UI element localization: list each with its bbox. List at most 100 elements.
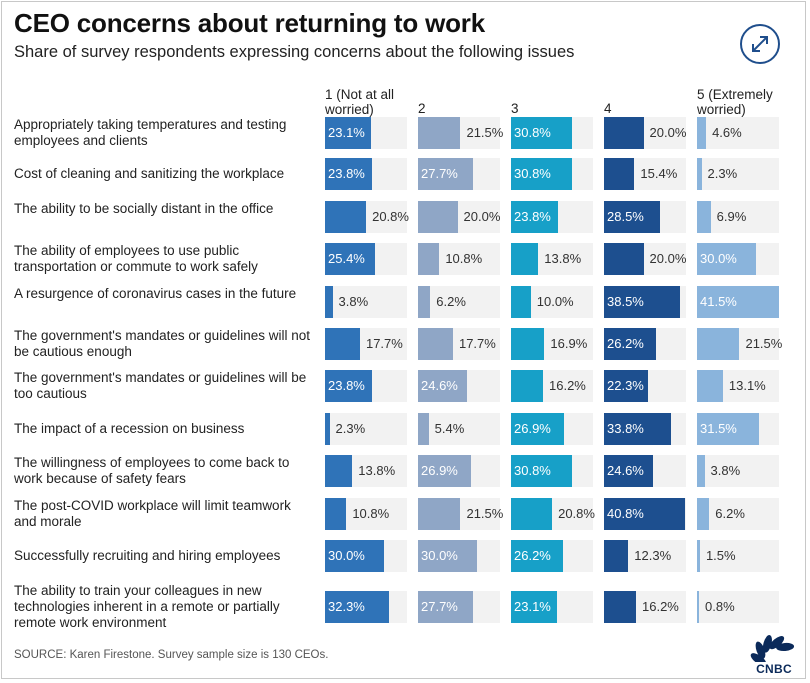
column-header: 5 (Extremely worried) xyxy=(697,87,773,117)
data-label: 28.5% xyxy=(607,209,644,224)
bar xyxy=(418,540,478,572)
bar-cell: 20.0% xyxy=(604,117,686,149)
bar xyxy=(511,455,572,487)
bar-cell: 30.0% xyxy=(325,540,407,572)
bar-cell: 17.7% xyxy=(325,328,407,360)
bar xyxy=(325,328,360,360)
bar xyxy=(697,413,760,445)
bar xyxy=(604,498,685,530)
bar-cell: 10.8% xyxy=(325,498,407,530)
data-label: 23.1% xyxy=(328,125,365,140)
data-label: 26.2% xyxy=(514,548,551,563)
bar xyxy=(325,370,373,402)
bar xyxy=(604,328,656,360)
data-label: 33.8% xyxy=(607,421,644,436)
row-label: A resurgence of coronavirus cases in the… xyxy=(14,286,297,301)
data-label: 12.3% xyxy=(634,548,672,563)
bar xyxy=(697,201,711,233)
data-label: 30.0% xyxy=(328,548,365,563)
peacock-icon xyxy=(750,635,795,666)
bar xyxy=(325,540,385,572)
data-label: 41.5% xyxy=(700,294,737,309)
bar xyxy=(418,328,453,360)
bar xyxy=(325,201,367,233)
bar xyxy=(418,286,431,318)
bar xyxy=(325,243,376,275)
bar xyxy=(697,158,702,190)
bar-cell: 23.8% xyxy=(325,370,407,402)
data-label: 4.6% xyxy=(712,125,742,140)
bar-cell: 13.8% xyxy=(325,455,407,487)
bar-cell: 33.8% xyxy=(604,413,686,445)
bar-cell: 13.8% xyxy=(511,243,593,275)
data-label: 26.2% xyxy=(607,336,644,351)
expand-arrows-icon[interactable] xyxy=(740,24,780,64)
data-label: 20.8% xyxy=(372,209,409,224)
data-label: 27.7% xyxy=(421,166,458,181)
bar xyxy=(511,328,545,360)
data-label: 13.1% xyxy=(728,378,766,393)
bar xyxy=(604,243,644,275)
data-label: 20.0% xyxy=(649,251,687,266)
bar xyxy=(697,498,710,530)
row-label: Successfully recruiting and hiring emplo… xyxy=(14,548,281,563)
bar-cell: 10.8% xyxy=(418,243,500,275)
row-label: The ability to train your colleagues in … xyxy=(14,583,280,630)
bar-cell: 21.5% xyxy=(418,117,503,149)
data-label: 23.1% xyxy=(514,599,551,614)
bar-cell: 23.1% xyxy=(325,117,407,149)
bar-cell: 23.1% xyxy=(511,591,593,623)
bar-cell: 6.2% xyxy=(418,286,500,318)
bar-cell: 20.0% xyxy=(604,243,686,275)
bar xyxy=(325,286,333,318)
bar xyxy=(511,591,557,623)
data-label: 24.6% xyxy=(421,378,458,393)
bar xyxy=(325,591,389,623)
data-label: 23.8% xyxy=(328,378,365,393)
bar-cell: 6.9% xyxy=(697,201,779,233)
bar-cell: 21.5% xyxy=(697,328,782,360)
data-label: 31.5% xyxy=(700,421,737,436)
bar-cell: 38.5% xyxy=(604,286,686,318)
row-label: The willingness of employees to come bac… xyxy=(14,455,290,486)
bar xyxy=(418,158,473,190)
data-label: 3.8% xyxy=(338,294,369,309)
bar-cell: 26.2% xyxy=(604,328,686,360)
data-label: 40.8% xyxy=(607,506,644,521)
bar xyxy=(697,117,707,149)
data-label: 30.8% xyxy=(514,166,551,181)
bar-cell: 28.5% xyxy=(604,201,686,233)
data-label: 38.5% xyxy=(607,294,644,309)
data-label: 15.4% xyxy=(640,166,678,181)
bar-cell: 2.3% xyxy=(697,158,779,190)
bar xyxy=(604,201,661,233)
bar xyxy=(418,243,440,275)
data-label: 30.0% xyxy=(700,251,737,266)
bar xyxy=(511,286,531,318)
data-label: 17.7% xyxy=(458,336,496,351)
bar-cell: 22.3% xyxy=(604,370,686,402)
data-label: 32.3% xyxy=(328,599,365,614)
bar-cell: 10.0% xyxy=(511,286,593,318)
bar-cell: 41.5% xyxy=(697,286,779,318)
row-label: The impact of a recession on business xyxy=(14,421,245,436)
bar xyxy=(511,243,539,275)
bar xyxy=(511,117,572,149)
bar xyxy=(418,413,429,445)
data-label: 21.5% xyxy=(466,506,504,521)
bar-cell: 20.0% xyxy=(418,201,500,233)
logo-wordmark: CNBC xyxy=(756,662,792,676)
data-label: 10.8% xyxy=(445,251,483,266)
bar-cell: 25.4% xyxy=(325,243,407,275)
bar xyxy=(325,498,347,530)
bar xyxy=(604,413,671,445)
bar-cell: 1.5% xyxy=(697,540,779,572)
bar-cell: 6.2% xyxy=(697,498,779,530)
row-label: The post-COVID workplace will limit team… xyxy=(14,498,291,529)
data-label: 0.8% xyxy=(705,599,735,614)
bar-cell: 2.3% xyxy=(325,413,407,445)
row-label: Cost of cleaning and sanitizing the work… xyxy=(14,166,285,181)
bar-cell: 4.6% xyxy=(697,117,779,149)
bar xyxy=(604,286,681,318)
bar xyxy=(697,455,705,487)
